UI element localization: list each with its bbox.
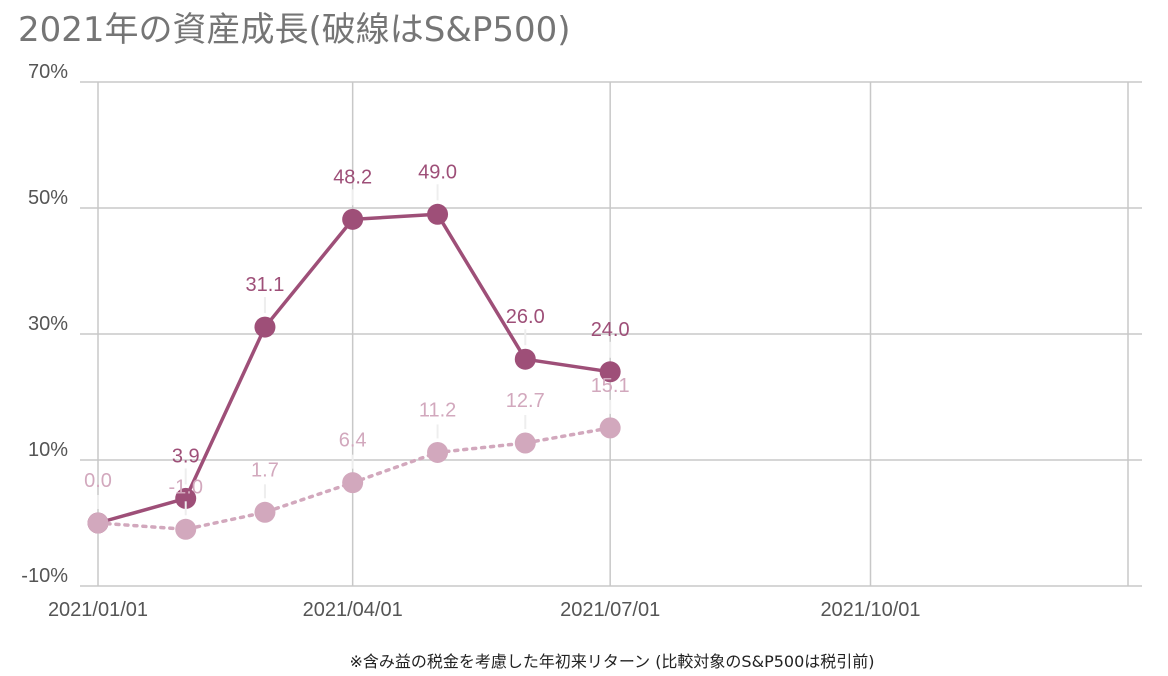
- sp500-data-label: 11.2: [419, 399, 456, 421]
- chart-title: 2021年の資産成長(破線はS&P500): [18, 10, 571, 50]
- y-tick-label: -10%: [21, 565, 68, 587]
- sp500-point: [254, 501, 276, 523]
- sp500-data-label: 12.7: [506, 390, 545, 412]
- portfolio-point: [254, 316, 276, 338]
- portfolio-data-label: 26.0: [506, 306, 545, 328]
- chart-caption: ※含み益の税金を考慮した年初来リターン (比較対象のS&P500は税引前): [350, 652, 875, 671]
- portfolio-data-label: 49.0: [418, 161, 457, 183]
- portfolio-data-label: 3.9: [172, 445, 200, 467]
- sp500-point: [342, 472, 364, 494]
- y-tick-label: 70%: [28, 61, 68, 83]
- x-tick-label: 2021/07/01: [560, 599, 660, 621]
- portfolio-data-label: 24.0: [591, 319, 630, 341]
- y-tick-label: 50%: [28, 187, 68, 209]
- portfolio-data-label: 31.1: [245, 274, 284, 296]
- portfolio-point: [599, 361, 621, 383]
- portfolio-point: [427, 203, 449, 225]
- x-tick-label: 2021/04/01: [303, 599, 403, 621]
- portfolio-point: [514, 348, 536, 370]
- sp500-point: [87, 512, 109, 534]
- sp500-data-label: 0.0: [84, 470, 112, 492]
- sp500-point: [514, 432, 536, 454]
- x-tick-label: 2021/01/01: [48, 599, 148, 621]
- portfolio-data-label: 48.2: [333, 166, 372, 188]
- portfolio-point: [342, 208, 364, 230]
- sp500-point: [427, 441, 449, 463]
- sp500-data-label: 6.4: [339, 430, 367, 452]
- sp500-data-label: 15.1: [591, 375, 630, 397]
- y-tick-label: 30%: [28, 313, 68, 335]
- y-tick-label: 10%: [28, 439, 68, 461]
- sp500-point: [599, 417, 621, 439]
- portfolio-point: [175, 487, 197, 509]
- sp500-data-label: -1.0: [168, 476, 202, 498]
- sp500-data-label: 1.7: [251, 459, 279, 481]
- x-tick-label: 2021/10/01: [820, 599, 920, 621]
- sp500-point: [175, 518, 197, 540]
